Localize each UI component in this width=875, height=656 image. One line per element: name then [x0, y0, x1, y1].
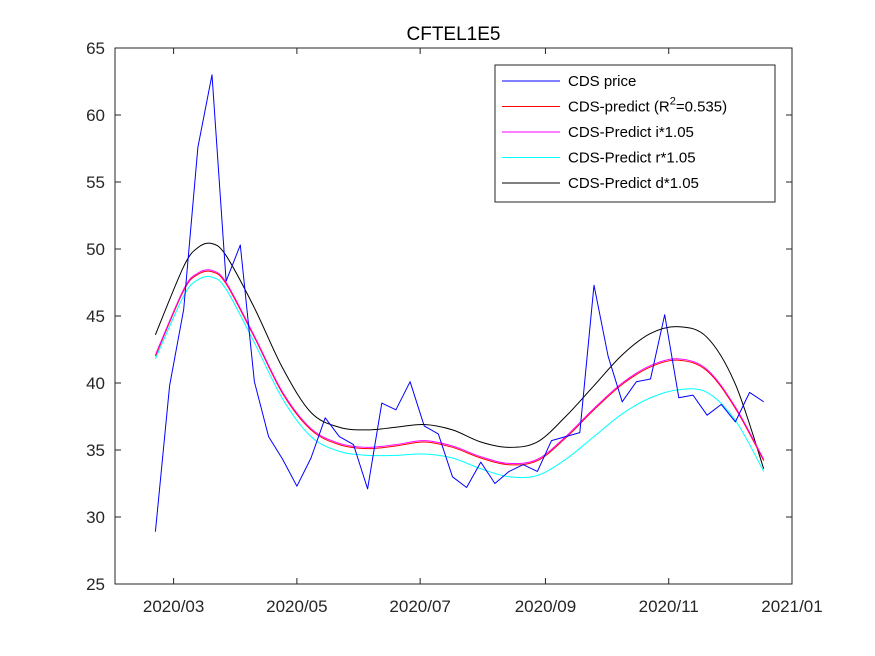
x-axis: 2020/03 2020/05 2020/07 2020/09 2020/11 2021/…: [143, 48, 823, 616]
legend-label: CDS-Predict r*1.05: [568, 150, 696, 167]
legend-label: CDS price: [568, 73, 636, 90]
y-tick-label: 60: [86, 106, 105, 125]
y-tick-label: 55: [86, 173, 105, 192]
legend-label: CDS-predict (R2=0.535): [568, 96, 727, 116]
y-tick-label: 65: [86, 39, 105, 58]
legend-box: [494, 64, 776, 203]
y-tick-label: 50: [86, 240, 105, 259]
x-tick-label: 2020/09: [515, 597, 576, 616]
x-tick-label: 2021/01: [761, 597, 822, 616]
legend-label: CDS-Predict d*1.05: [568, 175, 699, 192]
x-tick-label: 2020/05: [266, 597, 327, 616]
series-line-1: [154, 270, 765, 466]
y-tick-label: 25: [86, 575, 105, 594]
legend: CDS price CDS-predict (R2=0.535) CDS-Predi…: [494, 64, 776, 203]
series-line-0: [154, 74, 764, 532]
series-layer: [154, 74, 765, 532]
y-tick-label: 35: [86, 441, 105, 460]
legend-label: CDS-Predict i*1.05: [568, 124, 694, 141]
x-tick-label: 2020/07: [389, 597, 450, 616]
y-tick-label: 45: [86, 307, 105, 326]
y-axis: 25 30 35 40 45 50 55 60 65: [86, 39, 792, 594]
series-line-2: [154, 269, 765, 465]
chart-title: CFTEL1E5: [407, 24, 501, 45]
series-line-3: [154, 275, 765, 479]
y-tick-label: 40: [86, 374, 105, 393]
y-tick-label: 30: [86, 508, 105, 527]
x-tick-label: 2020/11: [639, 597, 699, 616]
x-tick-label: 2020/03: [143, 597, 204, 616]
